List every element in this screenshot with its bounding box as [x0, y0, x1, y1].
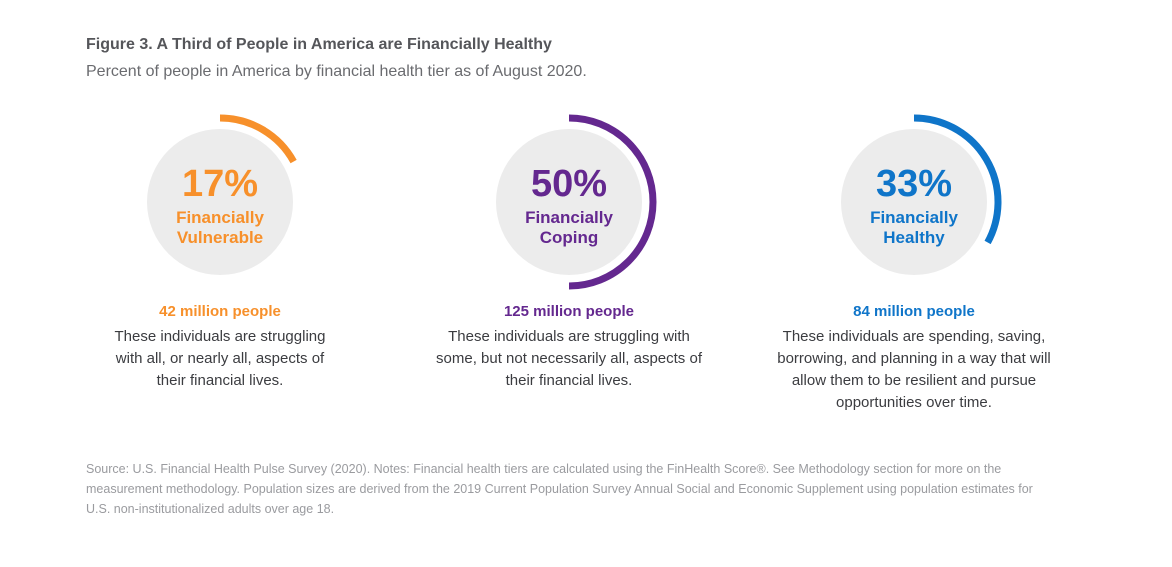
tier-label-line1-vulnerable: Financially — [176, 208, 264, 227]
tier-label-line2-vulnerable: Vulnerable — [177, 228, 263, 247]
people-count-coping: 125 million people — [503, 303, 635, 320]
source-note: Source: U.S. Financial Health Pulse Surv… — [86, 462, 1033, 516]
arc-coping — [568, 114, 657, 290]
people-count-vulnerable: 42 million people — [159, 303, 281, 320]
tier-label-line1-coping: Financially — [525, 208, 613, 227]
tier-vulnerable: 17% Financially Vulnerable 42 million peop… — [60, 112, 380, 392]
percent-label-healthy: 33% — [876, 163, 952, 205]
chart-title: Figure 3. A Third of People in America a… — [86, 36, 552, 53]
percent-label-vulnerable: 17% — [182, 163, 258, 205]
people-count-healthy: 84 million people — [853, 303, 975, 320]
chart-subtitle: Percent of people in America by financia… — [86, 63, 587, 80]
tier-circle-coping — [496, 129, 642, 275]
percent-label-coping: 50% — [531, 163, 607, 205]
description-coping: These individuals are struggling with so… — [436, 328, 702, 389]
tier-label-line2-healthy: Healthy — [883, 228, 945, 247]
tier-label-line2-coping: Coping — [540, 228, 599, 247]
tier-circle-vulnerable — [147, 129, 293, 275]
arc-healthy — [913, 114, 1002, 245]
arc-vulnerable — [219, 114, 297, 164]
description-vulnerable: These individuals are struggling with al… — [114, 328, 326, 389]
tier-circle-healthy — [841, 129, 987, 275]
tier-healthy: 33% Financially Healthy 84 million people … — [754, 112, 1074, 414]
description-healthy: These individuals are spending, saving, … — [777, 328, 1051, 411]
tier-label-line1-healthy: Financially — [870, 208, 958, 227]
tier-coping: 50% Financially Coping 125 million people … — [409, 112, 729, 392]
